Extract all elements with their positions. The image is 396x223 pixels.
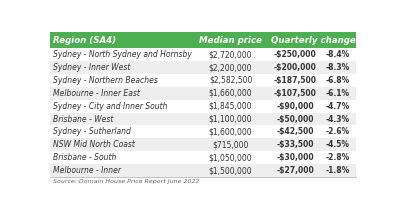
Text: -4.7%: -4.7% — [326, 102, 350, 111]
Bar — [270, 87, 320, 100]
Bar — [50, 32, 191, 48]
Text: Sydney - Inner West: Sydney - Inner West — [53, 63, 130, 72]
Text: -$27,000: -$27,000 — [276, 166, 314, 175]
Text: Brisbane - South: Brisbane - South — [53, 153, 116, 162]
Text: $2,200,000: $2,200,000 — [209, 63, 252, 72]
Text: Melbourne - Inner East: Melbourne - Inner East — [53, 89, 139, 98]
Bar — [50, 164, 191, 177]
Text: Sydney - City and Inner South: Sydney - City and Inner South — [53, 102, 167, 111]
Text: -6.8%: -6.8% — [326, 76, 350, 85]
Text: -6.1%: -6.1% — [326, 89, 350, 98]
Bar — [270, 113, 320, 126]
Text: Melbourne - Inner: Melbourne - Inner — [53, 166, 120, 175]
Bar — [191, 138, 270, 151]
Text: -$50,000: -$50,000 — [276, 115, 314, 124]
Bar — [191, 32, 270, 48]
Bar — [320, 113, 356, 126]
Bar — [320, 126, 356, 138]
Bar — [50, 113, 191, 126]
Text: -2.6%: -2.6% — [326, 127, 350, 136]
Bar — [50, 100, 191, 113]
Bar — [320, 61, 356, 74]
Text: -2.8%: -2.8% — [326, 153, 350, 162]
Text: Quarterly change: Quarterly change — [271, 35, 356, 45]
Text: -$187,500: -$187,500 — [274, 76, 316, 85]
Text: -$107,500: -$107,500 — [274, 89, 316, 98]
Bar — [191, 48, 270, 61]
Bar — [270, 48, 320, 61]
Bar — [50, 74, 191, 87]
Text: Region (SA4): Region (SA4) — [53, 35, 116, 45]
Text: -$33,500: -$33,500 — [276, 140, 314, 149]
Text: $1,845,000: $1,845,000 — [209, 102, 252, 111]
Text: $2,720,000: $2,720,000 — [209, 50, 252, 59]
Text: $1,500,000: $1,500,000 — [209, 166, 252, 175]
Text: $1,600,000: $1,600,000 — [209, 127, 252, 136]
Bar — [50, 138, 191, 151]
Text: -$30,000: -$30,000 — [276, 153, 314, 162]
Bar — [191, 87, 270, 100]
Bar — [270, 32, 320, 48]
Bar — [191, 100, 270, 113]
Text: -1.8%: -1.8% — [326, 166, 350, 175]
Text: Brisbane - West: Brisbane - West — [53, 115, 113, 124]
Bar — [270, 74, 320, 87]
Bar — [320, 48, 356, 61]
Bar — [191, 164, 270, 177]
Text: Source: Domain House Price Report June 2022: Source: Domain House Price Report June 2… — [53, 179, 199, 184]
Bar — [191, 151, 270, 164]
Text: -$42,500: -$42,500 — [276, 127, 314, 136]
Text: Sydney - Northern Beaches: Sydney - Northern Beaches — [53, 76, 158, 85]
Bar — [270, 61, 320, 74]
Text: Sydney - North Sydney and Hornsby: Sydney - North Sydney and Hornsby — [53, 50, 191, 59]
Text: $1,100,000: $1,100,000 — [209, 115, 252, 124]
Bar — [320, 32, 356, 48]
Text: -$90,000: -$90,000 — [276, 102, 314, 111]
Text: $715,000: $715,000 — [212, 140, 249, 149]
Text: -8.3%: -8.3% — [326, 63, 350, 72]
Text: $1,050,000: $1,050,000 — [209, 153, 252, 162]
Text: Median price: Median price — [199, 35, 262, 45]
Text: $2,582,500: $2,582,500 — [209, 76, 252, 85]
Bar — [320, 100, 356, 113]
Text: -4.3%: -4.3% — [326, 115, 350, 124]
Bar — [270, 138, 320, 151]
Text: Sydney - Sutherland: Sydney - Sutherland — [53, 127, 130, 136]
Bar — [270, 126, 320, 138]
Bar — [270, 151, 320, 164]
Text: NSW Mid North Coast: NSW Mid North Coast — [53, 140, 135, 149]
Bar — [50, 61, 191, 74]
Bar — [50, 151, 191, 164]
Bar — [320, 151, 356, 164]
Bar — [50, 87, 191, 100]
Text: -$250,000: -$250,000 — [274, 50, 316, 59]
Bar — [270, 164, 320, 177]
Bar — [320, 87, 356, 100]
Text: -4.5%: -4.5% — [326, 140, 350, 149]
Bar — [320, 164, 356, 177]
Bar — [270, 100, 320, 113]
Bar — [320, 74, 356, 87]
Text: $1,660,000: $1,660,000 — [209, 89, 252, 98]
Bar — [191, 113, 270, 126]
Bar — [191, 126, 270, 138]
Text: -8.4%: -8.4% — [326, 50, 350, 59]
Bar — [50, 126, 191, 138]
Text: -$200,000: -$200,000 — [274, 63, 316, 72]
Bar — [320, 138, 356, 151]
Bar — [50, 48, 191, 61]
Bar — [191, 61, 270, 74]
Bar — [191, 74, 270, 87]
